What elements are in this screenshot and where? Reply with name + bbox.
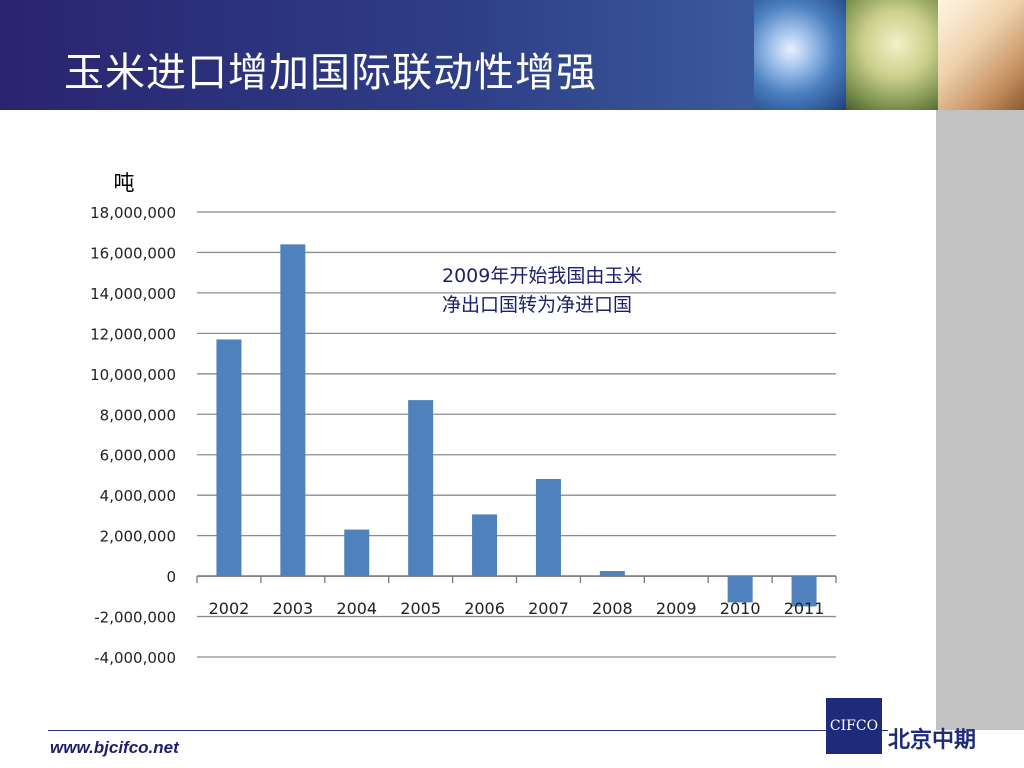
x-tick-label: 2009: [656, 599, 697, 618]
pen-photo: [938, 0, 1024, 110]
bar-2011: [791, 576, 817, 607]
bar-2007: [535, 479, 561, 577]
footer-url[interactable]: www.bjcifco.net: [50, 738, 179, 757]
logo-abbr: CIFCO: [829, 718, 879, 734]
bar-2005: [408, 400, 434, 577]
bar-2003: [280, 244, 306, 577]
y-tick-label: 14,000,000: [90, 285, 176, 303]
right-side-band: [936, 110, 1024, 730]
y-tick-label: -2,000,000: [94, 609, 176, 627]
x-tick-label: 2007: [528, 599, 569, 618]
x-tick-label: 2011: [784, 599, 825, 618]
y-axis-unit-label: 吨: [114, 171, 135, 195]
header-bar: 玉米进口增加国际联动性增强: [0, 0, 1024, 110]
x-tick-label: 2003: [272, 599, 313, 618]
y-tick-label: 0: [166, 568, 176, 586]
bar-2006: [472, 514, 498, 577]
x-tick-label: 2002: [209, 599, 250, 618]
x-tick-label: 2008: [592, 599, 633, 618]
bar-2008: [599, 571, 625, 577]
x-tick-label: 2010: [720, 599, 761, 618]
x-tick-label: 2006: [464, 599, 505, 618]
x-tick-label: 2004: [336, 599, 377, 618]
chart-annotation: 2009年开始我国由玉米 净出口国转为净进口国: [442, 265, 643, 316]
x-tick-label: 2005: [400, 599, 441, 618]
bar-2004: [344, 529, 370, 577]
bar-2002: [216, 339, 242, 577]
y-tick-label: 2,000,000: [100, 528, 176, 546]
calculator-photo: [846, 0, 938, 110]
y-tick-label: 16,000,000: [90, 244, 176, 262]
slide-title: 玉米进口增加国际联动性增强: [64, 50, 597, 96]
company-name: 北京中期: [888, 728, 977, 753]
y-tick-label: 4,000,000: [100, 487, 176, 505]
y-tick-label: -4,000,000: [94, 649, 176, 667]
y-tick-label: 6,000,000: [100, 447, 176, 465]
footer-divider: [48, 730, 888, 731]
cifco-logo: CIFCO: [826, 698, 882, 754]
y-tick-label: 12,000,000: [90, 325, 176, 343]
y-tick-label: 18,000,000: [90, 204, 176, 222]
bar-2010: [727, 576, 753, 603]
y-tick-label: 8,000,000: [100, 406, 176, 424]
clock-photo: [754, 0, 846, 110]
y-tick-label: 10,000,000: [90, 366, 176, 384]
